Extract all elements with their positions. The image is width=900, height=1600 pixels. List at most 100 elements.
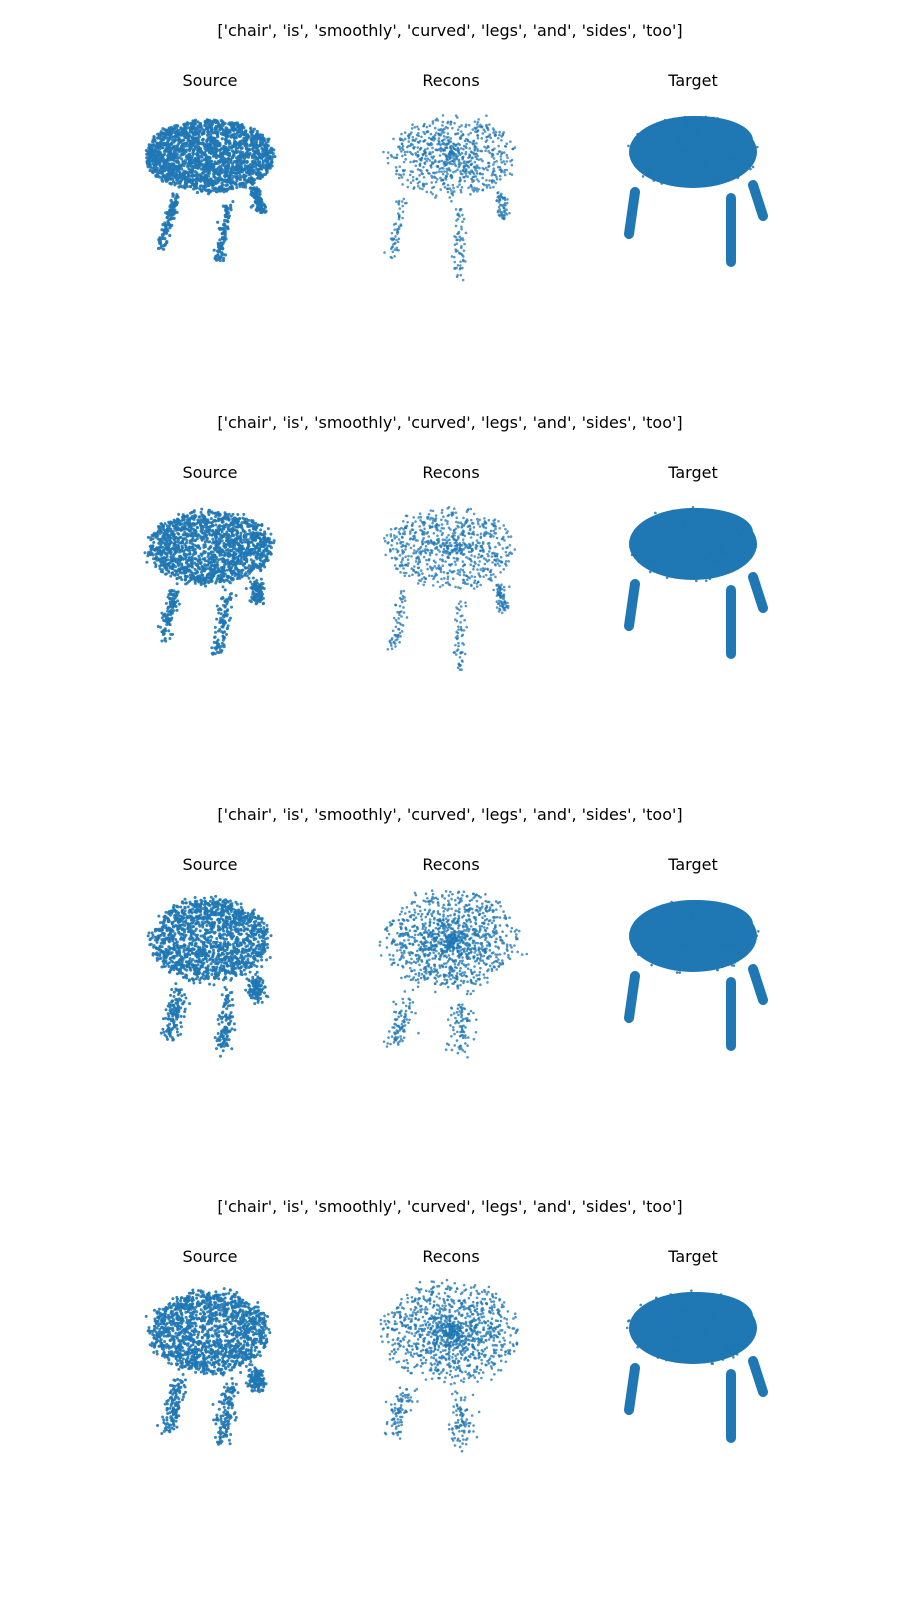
point bbox=[175, 166, 179, 170]
point bbox=[712, 116, 716, 120]
point bbox=[458, 215, 461, 218]
point bbox=[223, 545, 227, 549]
point bbox=[244, 571, 248, 575]
point bbox=[461, 236, 464, 240]
point bbox=[176, 543, 180, 547]
point bbox=[200, 175, 204, 179]
point bbox=[407, 136, 411, 140]
point bbox=[478, 172, 482, 175]
point bbox=[663, 149, 667, 153]
point bbox=[460, 186, 464, 189]
point bbox=[222, 565, 226, 569]
point bbox=[225, 568, 229, 572]
point bbox=[405, 145, 409, 149]
point bbox=[428, 159, 432, 162]
point bbox=[452, 157, 456, 161]
point bbox=[260, 133, 265, 137]
point bbox=[436, 165, 440, 169]
point bbox=[248, 528, 252, 532]
point bbox=[451, 126, 454, 130]
point bbox=[223, 553, 227, 557]
point bbox=[184, 545, 188, 549]
point bbox=[668, 155, 671, 158]
point bbox=[247, 169, 251, 173]
point bbox=[234, 547, 238, 551]
point bbox=[169, 608, 173, 612]
point bbox=[474, 175, 478, 178]
point bbox=[492, 185, 495, 189]
point bbox=[150, 166, 154, 170]
point bbox=[468, 155, 471, 158]
point bbox=[212, 568, 216, 572]
point bbox=[211, 541, 215, 545]
point bbox=[226, 597, 230, 601]
point bbox=[233, 121, 237, 126]
point bbox=[266, 558, 270, 562]
point bbox=[203, 146, 207, 150]
point bbox=[386, 151, 390, 154]
point bbox=[183, 548, 187, 552]
point bbox=[432, 171, 435, 175]
point bbox=[249, 531, 253, 535]
point bbox=[151, 169, 155, 173]
point bbox=[456, 264, 460, 267]
point bbox=[480, 137, 484, 140]
point bbox=[208, 167, 212, 171]
point bbox=[477, 180, 480, 183]
point bbox=[452, 186, 455, 190]
point bbox=[186, 180, 190, 184]
point bbox=[448, 169, 452, 172]
point bbox=[259, 136, 263, 140]
point bbox=[494, 130, 498, 134]
point bbox=[188, 523, 192, 527]
point bbox=[220, 641, 224, 645]
point bbox=[215, 254, 220, 258]
point bbox=[462, 249, 466, 252]
point bbox=[399, 223, 403, 226]
point bbox=[740, 131, 744, 135]
point bbox=[188, 576, 192, 580]
point bbox=[169, 574, 173, 578]
point bbox=[468, 147, 472, 150]
point bbox=[199, 150, 203, 154]
point bbox=[192, 173, 196, 178]
point bbox=[395, 246, 399, 250]
recons-panel: Recons bbox=[321, 70, 581, 320]
point bbox=[193, 548, 197, 552]
point bbox=[246, 541, 250, 545]
point bbox=[453, 260, 457, 264]
point bbox=[470, 177, 473, 181]
point bbox=[188, 541, 192, 545]
point bbox=[456, 128, 460, 131]
point bbox=[471, 156, 474, 160]
point bbox=[193, 162, 197, 166]
point bbox=[257, 163, 261, 167]
point bbox=[188, 160, 192, 165]
point bbox=[395, 156, 398, 160]
point bbox=[456, 154, 460, 158]
point bbox=[454, 164, 458, 168]
point bbox=[174, 197, 178, 201]
point bbox=[225, 517, 229, 521]
point bbox=[403, 153, 407, 157]
point bbox=[471, 180, 474, 184]
point bbox=[251, 130, 255, 134]
point bbox=[240, 521, 244, 525]
point bbox=[456, 249, 459, 253]
point bbox=[268, 149, 272, 153]
point bbox=[258, 531, 262, 535]
point bbox=[238, 129, 242, 133]
point bbox=[264, 154, 268, 158]
point bbox=[167, 622, 171, 626]
point bbox=[749, 167, 752, 171]
point bbox=[225, 160, 229, 164]
point bbox=[423, 161, 427, 165]
point bbox=[637, 140, 641, 144]
point bbox=[221, 585, 225, 589]
point bbox=[253, 158, 257, 162]
point bbox=[158, 164, 163, 168]
point bbox=[708, 149, 712, 153]
point bbox=[656, 160, 659, 164]
point bbox=[157, 551, 161, 555]
point bbox=[471, 175, 475, 179]
